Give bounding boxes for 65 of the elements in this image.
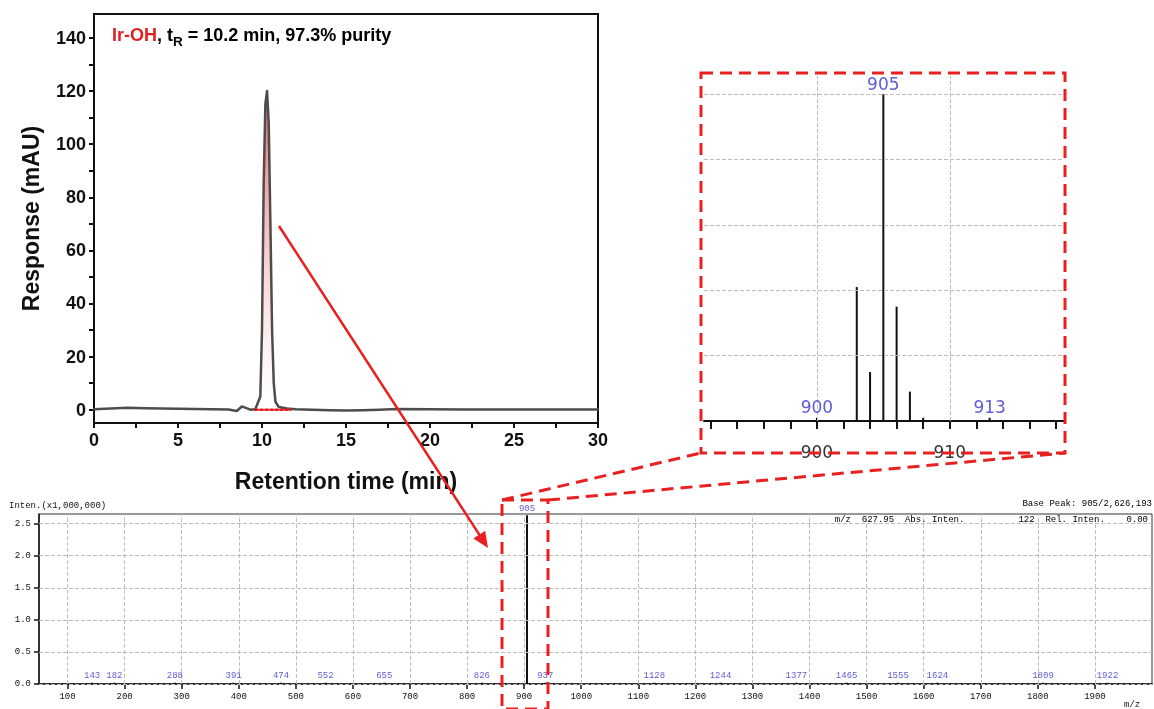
y-tick-label: 120 <box>55 81 86 102</box>
annotation: 905 <box>518 503 536 514</box>
annotation: 1624 <box>926 671 949 682</box>
y-tick-label: 2.0 <box>14 550 31 561</box>
y-tick-label: 100 <box>55 134 86 155</box>
y-tick-label: 2.5 <box>14 518 31 529</box>
annotation: 913 <box>973 397 1006 418</box>
annotation: 288 <box>166 671 183 682</box>
annotation: 182 <box>106 671 123 682</box>
x-tick-label: 25 <box>503 430 525 450</box>
x-tick-label: 200 <box>116 691 133 702</box>
y-axis-title: Response (mAU) <box>17 125 44 312</box>
x-tick-label: 400 <box>230 691 247 702</box>
annotation: 143 <box>83 671 101 682</box>
annotation: 1128 <box>643 671 666 682</box>
y-tick-label: 60 <box>65 240 86 261</box>
annotation: 655 <box>376 671 393 682</box>
x-tick-label: 20 <box>419 430 441 450</box>
annotation: 905 <box>867 73 900 94</box>
y-tick-label: 0 <box>75 399 86 420</box>
annotation: 1922 <box>1096 671 1119 682</box>
annotation: 1377 <box>785 671 808 682</box>
x-axis-title: m/z <box>1124 699 1141 709</box>
x-tick-label: 1500 <box>855 691 878 702</box>
annotation: 900 <box>800 397 834 418</box>
annotation: m/z 627.95 Abs. Inten. 122 Rel. Inten. 0.00 <box>834 514 1149 525</box>
annotation: 1465 <box>835 671 858 682</box>
x-tick-label: 5 <box>172 430 184 450</box>
annotation: 552 <box>317 671 334 682</box>
x-tick-label: 1400 <box>798 691 821 702</box>
x-tick-label: 10 <box>251 430 273 450</box>
x-tick-label: 15 <box>335 430 357 450</box>
y-tick-label: 0.5 <box>14 646 31 657</box>
x-tick-label: 700 <box>401 691 419 702</box>
x-tick-label: 30 <box>587 430 609 450</box>
y-tick-label: 80 <box>65 187 86 208</box>
y-tick-label: 20 <box>65 346 86 367</box>
annotation: 826 <box>473 671 491 682</box>
annotation: 474 <box>272 671 290 682</box>
x-tick-label: 1900 <box>1084 691 1106 702</box>
annotation: 1809 <box>1032 671 1054 682</box>
y-tick-label: 1.5 <box>14 582 31 593</box>
x-tick-label: 600 <box>344 691 362 702</box>
x-tick-label: 0 <box>88 430 100 450</box>
annotation: 391 <box>225 671 242 682</box>
x-tick-label: 1700 <box>969 691 992 702</box>
y-tick-label: 40 <box>65 293 86 314</box>
x-tick-label: 1100 <box>627 691 650 702</box>
annotation: 1555 <box>887 671 909 682</box>
x-tick-label: 1000 <box>570 691 593 702</box>
x-tick-label: 900 <box>516 691 533 702</box>
x-tick-label: 1800 <box>1027 691 1049 702</box>
annotation: 937 <box>537 671 554 682</box>
y-tick-label: 140 <box>55 27 86 48</box>
x-tick-label: 1300 <box>741 691 764 702</box>
text: Base Peak: 905/2,626,193 <box>1022 498 1152 509</box>
x-tick-label: 800 <box>458 691 476 702</box>
x-tick-label: 1200 <box>684 691 707 702</box>
x-tick-label: 300 <box>173 691 190 702</box>
x-tick-label: 1600 <box>912 691 935 702</box>
y-axis-title: Inten.(x1,000,000) <box>9 500 107 511</box>
y-tick-label: 1.0 <box>14 614 31 625</box>
annotation: 1244 <box>709 671 732 682</box>
x-tick-label: 500 <box>287 691 304 702</box>
y-tick-label: 0.0 <box>14 679 31 689</box>
